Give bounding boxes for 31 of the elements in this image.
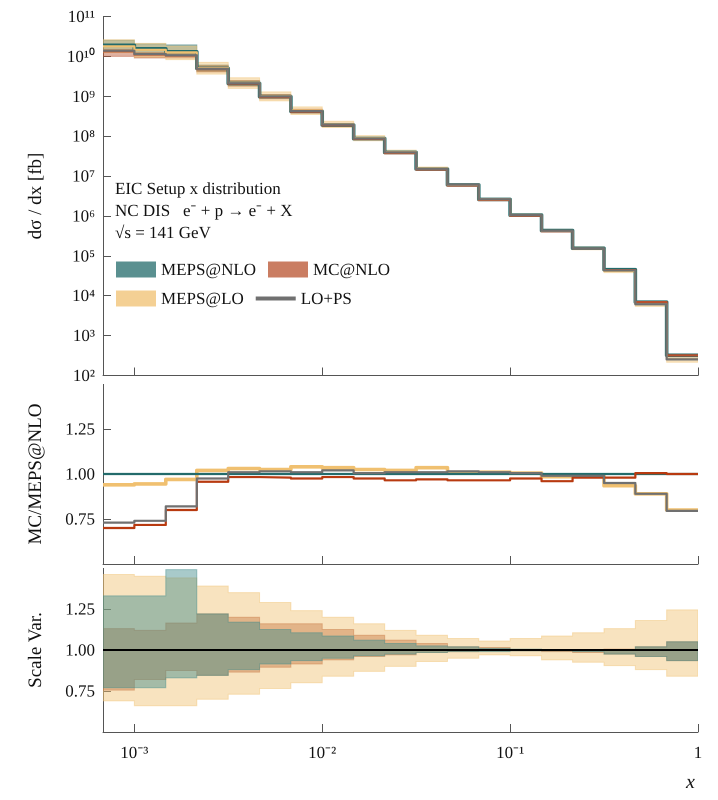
- legend-label: MEPS@NLO: [161, 260, 256, 279]
- y-axis-title: Scale Var.: [25, 612, 46, 688]
- y-tick-label: 10¹⁰: [66, 46, 95, 66]
- y-axis-title: dσ / dx [fb]: [25, 152, 46, 240]
- y-tick-label: 10²: [72, 366, 95, 385]
- y-tick-label: 10⁸: [72, 126, 96, 146]
- x-tick-label: 10⁻²: [308, 743, 336, 762]
- y-tick-label: 10⁷: [72, 166, 96, 186]
- y-tick-label: 1.25: [65, 600, 95, 618]
- y-axis-title: MC/MEPS@NLO: [25, 403, 46, 545]
- y-tick-label: 10¹¹: [68, 7, 95, 26]
- x-axis-title: x: [685, 771, 695, 793]
- y-tick-label: 1.00: [65, 464, 95, 484]
- x-tick-label: 1: [694, 743, 702, 762]
- y-tick-label: 10⁴: [72, 286, 96, 306]
- y-tick-label: 10⁶: [72, 206, 96, 226]
- y-tick-label: 0.75: [65, 510, 95, 528]
- y-tick-label: 0.75: [65, 682, 95, 700]
- y-tick-label: 10⁵: [72, 246, 96, 266]
- y-tick-label: 10⁹: [72, 86, 96, 106]
- x-tick-label: 10⁻¹: [496, 743, 524, 762]
- y-tick-label: 10³: [72, 326, 95, 346]
- y-tick-label: 1.00: [65, 640, 95, 660]
- legend-label: LO+PS: [300, 289, 352, 308]
- y-tick-label: 1.25: [65, 420, 95, 438]
- legend-label: MEPS@LO: [161, 289, 244, 308]
- annotation: √s = 141 GeV: [115, 223, 212, 242]
- annotation: EIC Setup x distribution: [115, 179, 282, 198]
- legend-label: MC@NLO: [313, 260, 390, 279]
- x-tick-label: 10⁻³: [120, 743, 148, 762]
- annotation: NC DIS e⁻ + p → e⁻ + X: [115, 201, 293, 220]
